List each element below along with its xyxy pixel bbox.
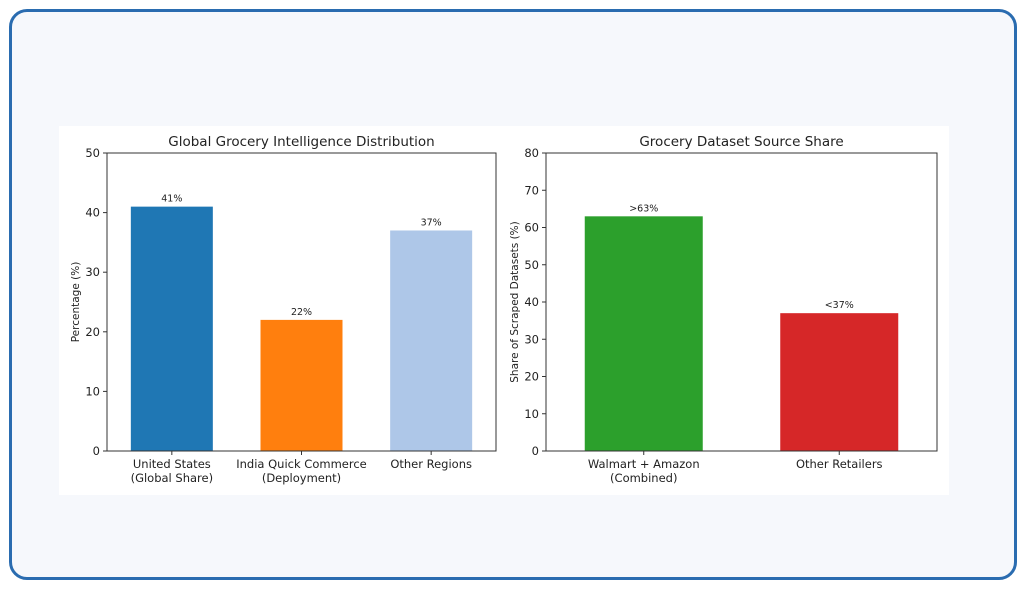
axes-frame bbox=[106, 152, 497, 452]
x-tick-label: (Deployment) bbox=[262, 471, 341, 485]
chart-title: Global Grocery Intelligence Distribution bbox=[168, 134, 435, 150]
bar bbox=[260, 319, 343, 451]
bar-value-label: 22% bbox=[291, 307, 312, 318]
bar bbox=[584, 216, 703, 451]
chart-title: Grocery Dataset Source Share bbox=[639, 134, 843, 150]
bar-value-label: 37% bbox=[421, 217, 442, 228]
y-tick-label: 50 bbox=[85, 146, 100, 160]
y-tick-label: 60 bbox=[524, 221, 539, 235]
axes-frame bbox=[545, 152, 938, 452]
bar-value-label: 41% bbox=[161, 194, 182, 205]
chart-figure: Global Grocery Intelligence Distribution… bbox=[70, 134, 938, 485]
bar-value-label: >63% bbox=[629, 203, 658, 214]
y-tick-label: 0 bbox=[532, 444, 539, 458]
x-tick-label: (Combined) bbox=[610, 471, 677, 485]
x-tick-label: (Global Share) bbox=[131, 471, 214, 485]
y-tick-label: 50 bbox=[524, 258, 539, 272]
y-axis-label: Share of Scraped Datasets (%) bbox=[509, 221, 521, 383]
y-tick-label: 40 bbox=[524, 295, 539, 309]
bar bbox=[780, 313, 899, 451]
x-tick-label: United States bbox=[133, 457, 211, 471]
y-tick-label: 30 bbox=[524, 332, 539, 346]
chart-1: Global Grocery Intelligence Distribution… bbox=[70, 134, 497, 485]
x-tick-label: India Quick Commerce bbox=[236, 457, 366, 471]
y-tick-label: 10 bbox=[85, 384, 100, 398]
bar bbox=[130, 206, 213, 451]
x-tick-label: Walmart + Amazon bbox=[588, 457, 700, 471]
y-tick-label: 40 bbox=[85, 206, 100, 220]
x-tick-label: Other Retailers bbox=[796, 457, 883, 471]
bar bbox=[390, 230, 473, 451]
y-tick-label: 20 bbox=[524, 370, 539, 384]
bar-value-label: <37% bbox=[825, 300, 854, 311]
x-tick-label: Other Regions bbox=[390, 457, 472, 471]
y-axis-label: Percentage (%) bbox=[70, 262, 82, 343]
figure: Global Grocery Intelligence Distribution… bbox=[59, 126, 949, 495]
y-tick-label: 10 bbox=[524, 407, 539, 421]
y-tick-label: 0 bbox=[93, 444, 100, 458]
chart-2: Grocery Dataset Source Share >63% Walmart … bbox=[509, 134, 938, 485]
y-tick-label: 70 bbox=[524, 183, 539, 197]
y-tick-label: 20 bbox=[85, 325, 100, 339]
y-tick-label: 30 bbox=[85, 265, 100, 279]
y-tick-label: 80 bbox=[524, 146, 539, 160]
